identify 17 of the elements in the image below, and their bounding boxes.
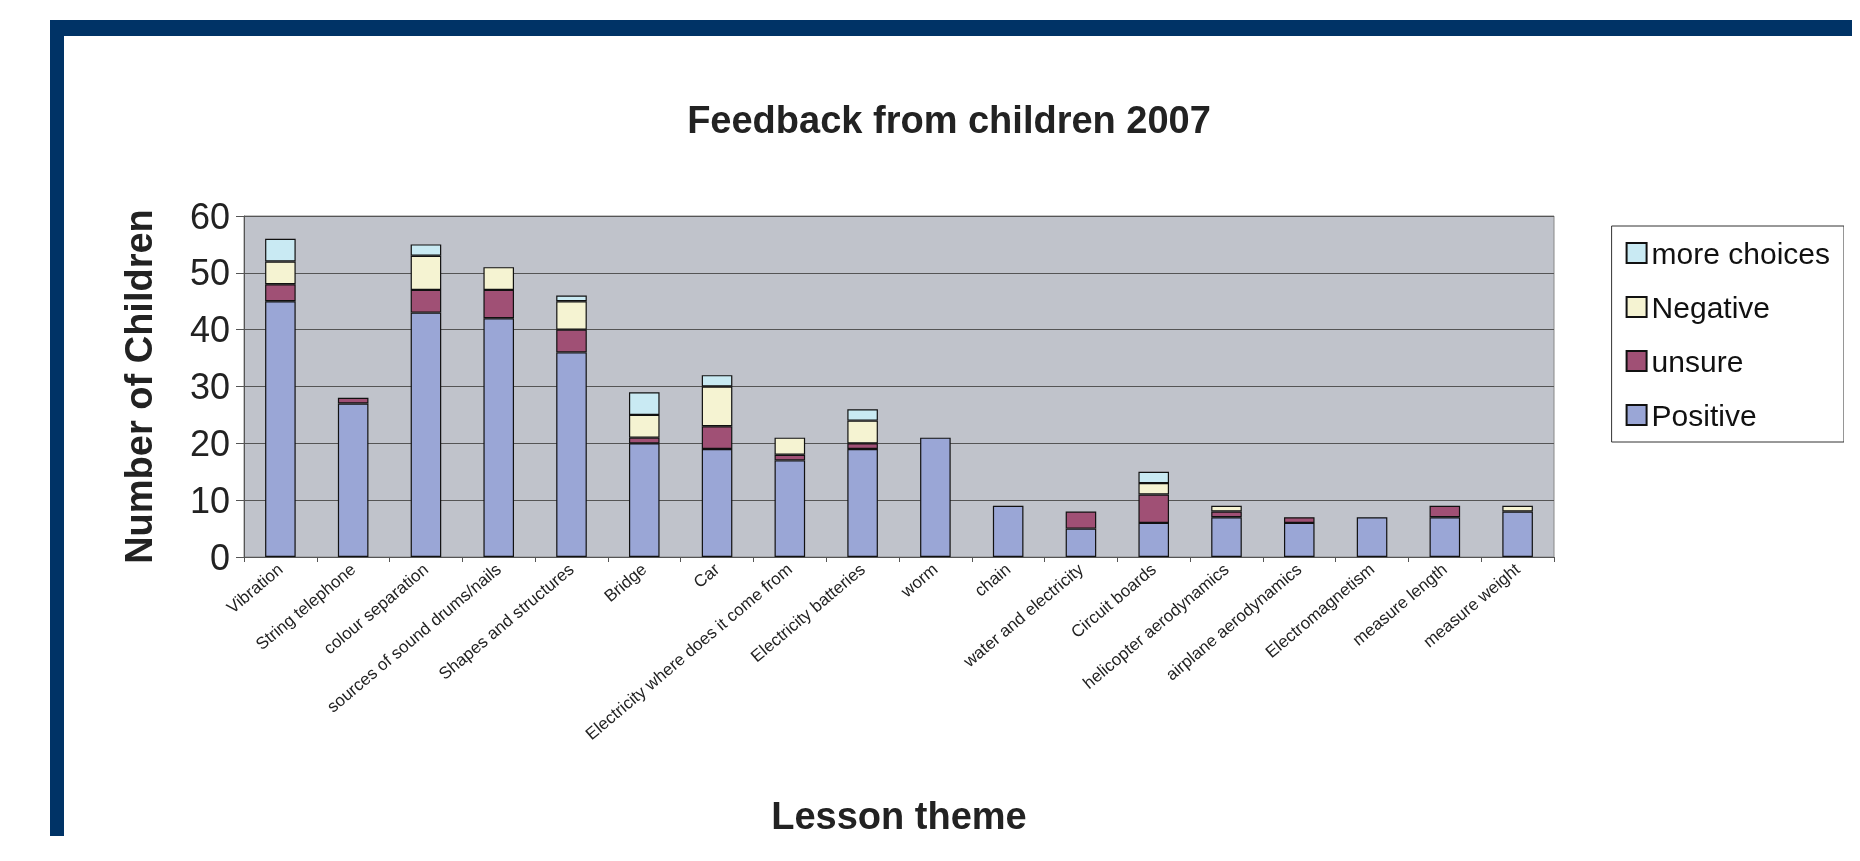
legend-label: more choices <box>1651 236 1830 270</box>
y-tick-label: 20 <box>189 422 230 464</box>
bar <box>992 505 1024 557</box>
bar <box>920 437 951 557</box>
y-tick-label: 60 <box>189 195 230 237</box>
x-axis-title: Lesson theme <box>771 795 1027 837</box>
y-tick-label: 10 <box>189 479 230 521</box>
y-tick-label: 50 <box>189 252 230 294</box>
legend-label: Negative <box>1651 290 1770 324</box>
y-tick-label: 30 <box>189 366 230 407</box>
y-tick-label: 40 <box>189 309 230 351</box>
x-tick-label: Car <box>689 559 724 592</box>
bar <box>1356 517 1388 557</box>
legend-label: unsure <box>1651 344 1744 378</box>
legend-label: Positive <box>1651 398 1757 432</box>
chart-title: Feedback from children 2007 <box>687 99 1211 141</box>
y-axis-title: Number of Children <box>118 209 160 564</box>
